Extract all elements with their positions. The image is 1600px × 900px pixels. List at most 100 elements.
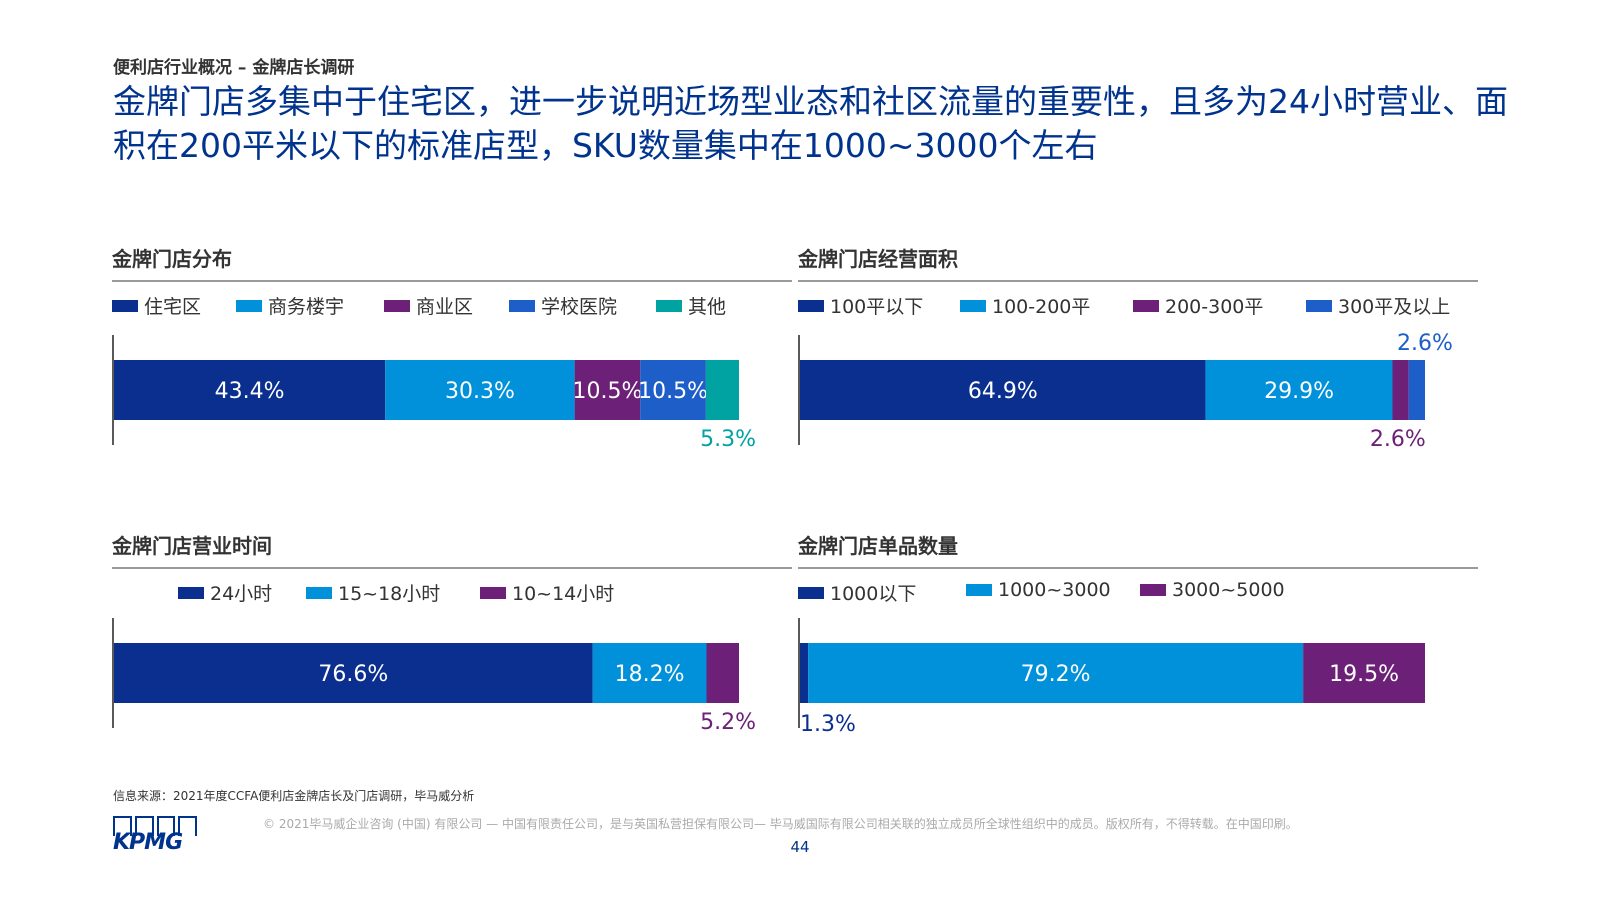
logo-box [178, 816, 197, 836]
legend-label: 1000~3000 [998, 579, 1111, 601]
bar-segment [800, 360, 1206, 420]
legend-label: 10~14小时 [512, 583, 615, 605]
legend-swatch [798, 586, 824, 599]
legend-item: 商务楼宇 [236, 292, 344, 319]
data-label: 76.6% [318, 662, 388, 687]
legend-label: 学校医院 [541, 296, 618, 318]
chart-svg: 1.3% 79.2% 19.5% [798, 618, 1425, 737]
chart-panel-store-area: 金牌门店经营面积 100平以下 100-200平 200-300平 300平及以… [798, 243, 1478, 452]
chart-legend: 1000以下 1000~3000 3000~5000 [798, 579, 1478, 609]
logo-box [156, 816, 176, 836]
legend-label: 15~18小时 [338, 583, 441, 605]
bar-segment [114, 360, 386, 420]
legend-item: 300平及以上 [1306, 292, 1450, 319]
chart-svg: 43.4% 30.3% 10.5%10.5% 5.3% [112, 335, 756, 452]
data-label: 1.3% [800, 712, 856, 737]
legend-swatch [1140, 584, 1166, 596]
bar-segment [640, 360, 706, 420]
legend-swatch [798, 299, 824, 312]
chart-panel-opening-hours: 金牌门店营业时间 24小时 15~18小时 10~14小时 76.6% 18.2%… [112, 530, 792, 735]
bar-segment [706, 643, 739, 703]
chart-title: 金牌门店营业时间 [112, 530, 792, 569]
logo-text: KPMG [113, 830, 183, 855]
legend-swatch [656, 299, 682, 312]
bar-segment [1408, 360, 1425, 420]
bar-segment [808, 643, 1304, 703]
chart-panel-sku-count: 金牌门店单品数量 1000以下 1000~3000 3000~5000 1.3%… [798, 530, 1478, 737]
legend-item: 1000以下 [798, 579, 916, 606]
copyright-notice: © 2021毕马威企业咨询 (中国) 有限公司 — 中国有限责任公司，是与英国私… [263, 817, 1298, 831]
chart-svg: 76.6% 18.2% 5.2% [112, 618, 756, 735]
logo-boxes [113, 816, 197, 836]
logo-box [113, 816, 132, 836]
bar-segment [800, 643, 809, 703]
stacked-bar-chart: 64.9% 29.9% 2.6% 2.6% [798, 331, 1478, 465]
legend-swatch [960, 299, 986, 312]
logo-box [134, 816, 154, 836]
legend-label: 200-300平 [1165, 296, 1264, 318]
legend-swatch [509, 299, 535, 312]
legend-item: 100平以下 [798, 292, 923, 319]
legend-item: 1000~3000 [966, 579, 1111, 601]
legend-item: 商业区 [384, 292, 473, 319]
legend-swatch [966, 584, 992, 596]
legend-label: 商业区 [416, 296, 474, 318]
legend-item: 24小时 [178, 579, 272, 606]
legend-item: 3000~5000 [1140, 579, 1285, 601]
legend-item: 住宅区 [112, 292, 201, 319]
data-label: 30.3% [445, 379, 515, 404]
data-label: 2.6% [1397, 331, 1453, 356]
data-label: 43.4% [215, 379, 285, 404]
legend-swatch [480, 586, 506, 599]
chart-panel-store-distribution: 金牌门店分布 住宅区 商务楼宇 商业区 学校医院 其他 43.4% 30.3% 10… [112, 243, 792, 452]
data-label: 10.5% [638, 379, 708, 404]
legend-item: 15~18小时 [306, 579, 440, 606]
legend-item: 10~14小时 [480, 579, 614, 606]
legend-label: 300平及以上 [1338, 296, 1451, 318]
stacked-bar-chart: 43.4% 30.3% 10.5% 10.5% 5.3% [112, 335, 792, 465]
bar-segment [592, 643, 707, 703]
stacked-bar-chart: 1.3% 79.2% 19.5% [798, 618, 1478, 748]
data-label: 64.9% [968, 379, 1038, 404]
legend-label: 商务楼宇 [268, 296, 345, 318]
chart-legend: 100平以下 100-200平 200-300平 300平及以上 [798, 292, 1478, 322]
legend-swatch [384, 299, 410, 312]
page-headline: 金牌门店多集中于住宅区，进一步说明近场型业态和社区流量的重要性，且多为24小时营… [113, 82, 1508, 165]
legend-swatch [1306, 299, 1332, 312]
data-label: 79.2% [1021, 662, 1091, 687]
bar-segment [1205, 360, 1393, 420]
legend-swatch [1133, 299, 1159, 312]
page-number: 44 [790, 838, 810, 856]
legend-item: 学校医院 [509, 292, 617, 319]
source-note: 信息来源：2021年度CCFA便利店金牌店长及门店调研，毕马威分析 [113, 789, 475, 803]
legend-item: 100-200平 [960, 292, 1090, 319]
chart-legend: 24小时 15~18小时 10~14小时 [112, 579, 792, 609]
bar-segment [1392, 360, 1409, 420]
stacked-bar-chart: 76.6% 18.2% 5.2% [112, 618, 792, 748]
data-label: 5.2% [700, 710, 756, 735]
data-label: 18.2% [615, 662, 685, 687]
bar-segment [385, 360, 575, 420]
chart-svg: 64.9% 29.9% 2.6% 2.6% [798, 331, 1453, 452]
chart-title: 金牌门店经营面积 [798, 243, 1478, 282]
legend-label: 24小时 [210, 583, 273, 605]
legend-item: 其他 [656, 292, 726, 319]
legend-label: 100-200平 [992, 296, 1091, 318]
legend-swatch [306, 586, 332, 599]
bar-segment [114, 643, 593, 703]
legend-label: 3000~5000 [1172, 579, 1285, 601]
legend-label: 1000以下 [830, 583, 917, 605]
legend-swatch [112, 299, 138, 312]
bar-segment [1303, 643, 1425, 703]
data-label: 29.9% [1264, 379, 1334, 404]
bar-segment [705, 360, 739, 420]
kpmg-logo: KPMG [113, 816, 197, 856]
page-subtitle: 便利店行业概况 – 金牌店长调研 [113, 58, 355, 78]
data-label: 19.5% [1329, 662, 1399, 687]
data-label: 5.3% [700, 427, 756, 452]
legend-swatch [236, 299, 262, 312]
chart-title: 金牌门店单品数量 [798, 530, 1478, 569]
legend-label: 其他 [688, 296, 727, 318]
data-label: 10.5% [572, 379, 642, 404]
chart-legend: 住宅区 商务楼宇 商业区 学校医院 其他 [112, 292, 792, 322]
